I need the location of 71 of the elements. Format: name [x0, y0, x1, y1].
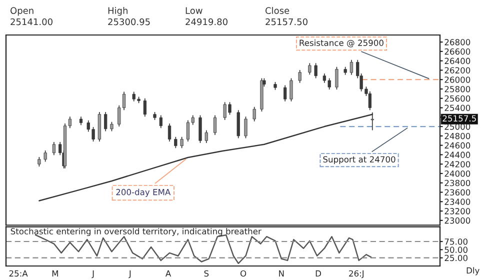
text: 24919.80 — [186, 18, 228, 26]
x-tick-label: J — [128, 270, 131, 278]
candlestick — [204, 130, 208, 144]
annotation: 200-day EMA — [116, 188, 171, 197]
text: Dly — [466, 267, 480, 276]
y-tick-label: 26800 — [444, 39, 470, 46]
text: 25141.00 — [10, 18, 52, 26]
candlestick — [252, 106, 256, 122]
candlestick — [314, 62, 318, 79]
x-tick-label: D — [316, 270, 321, 276]
y-tick-label: 26000 — [444, 76, 470, 83]
candlestick — [284, 84, 287, 102]
candlestick — [335, 66, 338, 90]
candlestick — [180, 136, 184, 149]
y-tick-label: 24400 — [444, 152, 470, 158]
candlestick — [298, 70, 302, 84]
candlestick — [44, 150, 47, 162]
y-tick-label: 24200 — [444, 161, 470, 168]
y-tick-label: 23600 — [444, 189, 470, 196]
candlestick — [174, 136, 178, 149]
ref-line-label: Support at 24700 — [323, 156, 396, 164]
x-tick-label: J — [92, 270, 94, 278]
candlestick — [244, 116, 248, 139]
candlestick — [368, 90, 372, 111]
candlestick — [213, 114, 217, 136]
y-tick-label: 26200 — [444, 67, 470, 74]
candlestick — [350, 59, 354, 76]
y-tick-label: 25600 — [444, 95, 470, 102]
x-tick-label: 26:J — [349, 270, 364, 278]
x-tick-label: S — [204, 270, 209, 277]
x-tick-label: M — [52, 270, 58, 276]
candlestick — [68, 116, 72, 129]
text: Low — [186, 7, 202, 14]
candlestick — [168, 123, 172, 142]
candlestick — [110, 121, 114, 132]
text: 25157.50 — [266, 18, 308, 26]
y-tick-label: 50.00 — [444, 246, 468, 253]
y-tick-label: 25.00 — [444, 254, 468, 262]
text: High — [108, 7, 128, 16]
y-tick-label: 26600 — [444, 48, 470, 55]
candlestick — [38, 156, 41, 167]
y-tick-label: 23800 — [444, 180, 470, 186]
chart-title: Stochastic entering in oversold territory, indicating breather — [10, 228, 262, 236]
y-tick-label: 25400 — [444, 104, 470, 112]
y-tick-label: 26400 — [444, 58, 470, 64]
x-tick-label: A — [166, 270, 172, 276]
text: Open — [10, 7, 34, 16]
line-series — [34, 234, 372, 264]
y-tick-label: 25800 — [444, 86, 470, 92]
candlestick — [308, 62, 312, 76]
candlestick — [143, 98, 146, 118]
text: Close — [266, 7, 290, 14]
candlestick — [159, 114, 162, 129]
text: 25300.95 — [108, 18, 150, 26]
candlestick — [52, 142, 56, 156]
text: 25157.5 — [442, 115, 476, 122]
candlestick — [236, 110, 240, 139]
x-tick-label: N — [279, 270, 284, 276]
candlestick — [104, 112, 108, 132]
candlestick — [290, 78, 293, 102]
candlestick — [198, 114, 202, 144]
x-tick-label: 25:A — [9, 270, 28, 277]
ref-line-label: Resistance @ 25900 — [300, 40, 384, 48]
y-tick-label: 24600 — [444, 142, 470, 149]
y-tick-label: 75.00 — [444, 238, 468, 245]
y-tick-label: 24800 — [444, 132, 470, 140]
y-tick-label: 23200 — [444, 208, 470, 214]
y-tick-label: 23400 — [444, 198, 470, 205]
x-tick-label: O — [240, 270, 246, 277]
y-tick-label: 24000 — [444, 170, 470, 177]
y-tick-label: 23000 — [444, 217, 470, 224]
